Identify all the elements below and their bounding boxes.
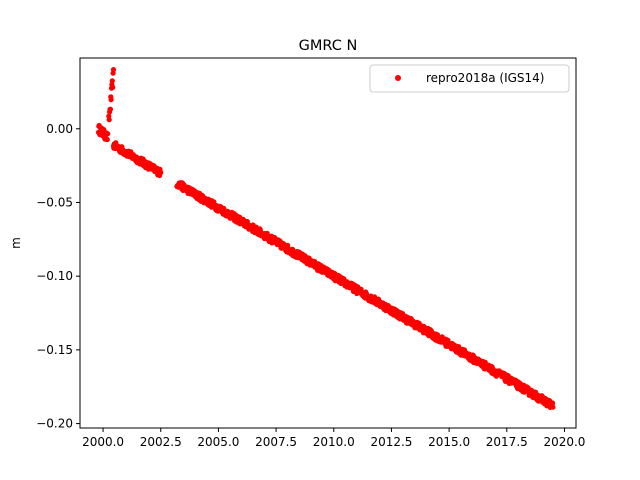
y-tick-label: 0.00 (46, 122, 73, 136)
y-axis-label: m (9, 237, 23, 249)
x-tick-label: 2005.0 (197, 435, 239, 449)
x-tick-label: 2020.0 (543, 435, 585, 449)
x-tick-label: 2002.5 (140, 435, 182, 449)
data-point (110, 67, 117, 73)
y-tick-label: −0.20 (36, 417, 73, 431)
x-tick-label: 2015.0 (428, 435, 470, 449)
chart-title: GMRC N (299, 38, 358, 54)
x-tick-label: 2000.0 (82, 435, 124, 449)
plot-area-frame (79, 57, 577, 429)
y-tick-label: −0.15 (36, 343, 73, 357)
legend-box (369, 64, 570, 93)
x-tick-label: 2017.5 (486, 435, 528, 449)
data-point (104, 136, 110, 143)
y-axis: 0.00 −0.05 −0.10 −0.15 −0.20 (36, 122, 80, 431)
x-tick-label: 2010.0 (313, 435, 355, 449)
data-point (109, 78, 115, 84)
data-point (106, 117, 112, 123)
y-tick-label: −0.05 (36, 195, 73, 209)
legend-marker (395, 75, 401, 81)
data-points (95, 67, 556, 410)
data-point (108, 97, 114, 103)
x-tick-label: 2007.5 (255, 435, 297, 449)
data-point (445, 337, 451, 343)
data-point (158, 170, 164, 176)
x-axis: 2000.0 2002.5 2005.0 2007.5 2010.0 2012.5 2015… (82, 428, 585, 449)
data-point (107, 106, 113, 112)
data-point (550, 404, 556, 410)
x-tick-label: 2012.5 (370, 435, 412, 449)
legend: repro2018a (IGS14) (369, 64, 570, 93)
y-tick-label: −0.10 (36, 269, 73, 283)
data-point (549, 400, 556, 406)
legend-label: repro2018a (IGS14) (426, 71, 544, 85)
data-point (110, 84, 116, 90)
data-point (105, 131, 111, 137)
